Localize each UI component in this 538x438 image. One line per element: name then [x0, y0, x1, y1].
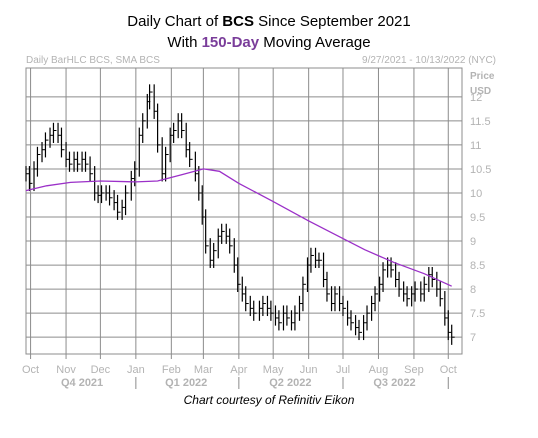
- title-ticker: BCS: [222, 13, 254, 30]
- x-tick-label: Jun: [300, 364, 318, 376]
- x-quarter-label: Q3 2022: [373, 377, 415, 389]
- y-tick-label: 10: [470, 188, 482, 200]
- y-axis-label-price: Price: [470, 71, 495, 82]
- x-tick-label: Nov: [56, 364, 76, 376]
- title-prefix: Daily Chart of: [127, 13, 223, 30]
- x-tick-label: Mar: [194, 364, 213, 376]
- subtitle-suffix: Moving Average: [259, 34, 371, 51]
- x-tick-label: Jan: [127, 364, 145, 376]
- chart-title-line2: With 150-Day Moving Average: [0, 33, 538, 52]
- x-tick-label: Feb: [162, 364, 181, 376]
- plot-frame: [25, 67, 463, 355]
- y-axis-label-usd: USD: [470, 86, 492, 97]
- x-tick-label: Oct: [440, 364, 457, 376]
- x-tick-label: Oct: [22, 364, 39, 376]
- y-tick-label: 11: [470, 140, 481, 152]
- y-tick-label: 10.5: [470, 164, 491, 176]
- x-tick-label: Sep: [404, 364, 424, 376]
- sma-line: [25, 168, 452, 287]
- chart-header-range: 9/27/2021 - 10/13/2022 (NYC): [362, 55, 496, 66]
- y-tick-label: 8: [470, 284, 476, 296]
- x-quarter-label: Q4 2021: [61, 377, 103, 389]
- x-tick-label: May: [263, 364, 284, 376]
- y-tick-label: 7: [470, 332, 476, 344]
- y-tick-label: 12: [470, 92, 482, 104]
- x-quarter-label: Q2 2022: [269, 377, 311, 389]
- x-tick-label: Aug: [369, 364, 389, 376]
- subtitle-highlight: 150-Day: [201, 34, 260, 51]
- title-suffix: Since September 2021: [253, 13, 411, 30]
- y-tick-label: 7.5: [470, 308, 485, 320]
- y-tick-label: 9: [470, 236, 476, 248]
- y-tick-label: 11.5: [470, 116, 491, 128]
- x-quarter-label: Q1 2022: [165, 377, 207, 389]
- y-tick-label: 8.5: [470, 260, 485, 272]
- chart-caption: Chart courtesy of Refinitiv Eikon: [183, 393, 355, 407]
- x-tick-label: Apr: [230, 364, 247, 376]
- chart-title-line1: Daily Chart of BCS Since September 2021: [0, 12, 538, 31]
- subtitle-prefix: With: [167, 34, 202, 51]
- y-tick-label: 9.5: [470, 212, 485, 224]
- chart-header-series: Daily BarHLC BCS, SMA BCS: [26, 55, 160, 66]
- x-tick-label: Jul: [336, 364, 350, 376]
- x-tick-label: Dec: [91, 364, 111, 376]
